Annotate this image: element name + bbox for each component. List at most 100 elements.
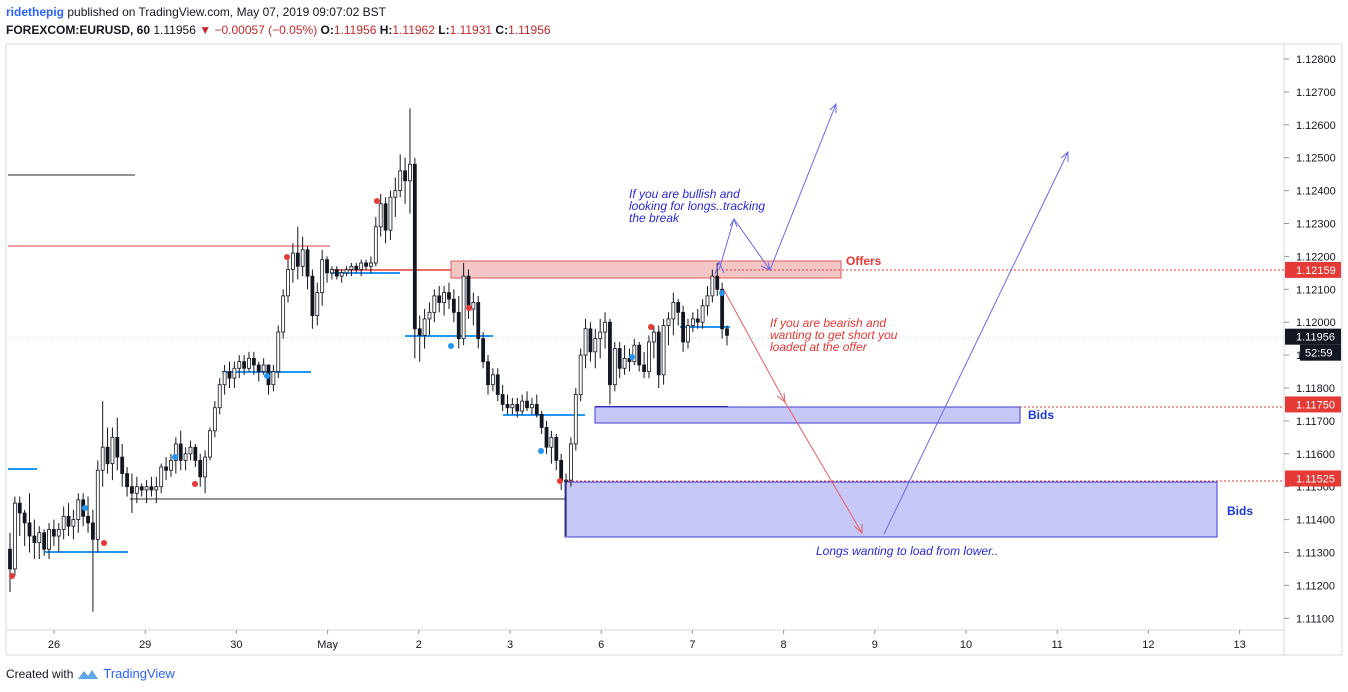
- candle: [676, 299, 681, 326]
- candle-body: [642, 364, 646, 372]
- candle: [320, 249, 325, 306]
- candle: [500, 384, 505, 412]
- candle-body: [456, 311, 461, 340]
- candle: [573, 388, 578, 451]
- price-tick-label: 1.12800: [1296, 54, 1336, 66]
- candle: [47, 522, 51, 560]
- publish-info: ridethepig published on TradingView.com,…: [6, 5, 386, 19]
- candle-body: [437, 295, 442, 303]
- candle-body: [705, 295, 710, 307]
- candle: [490, 368, 495, 392]
- candle-body: [198, 459, 203, 478]
- candle-body: [690, 318, 695, 326]
- symbol-name[interactable]: FOREXCOM:EURUSD, 60: [6, 23, 151, 37]
- signal-dot: [557, 478, 563, 484]
- candle-body: [227, 371, 232, 379]
- candle-body: [183, 453, 188, 461]
- candle: [671, 292, 676, 336]
- candle: [466, 269, 471, 319]
- price-marker-label: 1.11750: [1296, 399, 1335, 411]
- candle-body: [315, 292, 320, 317]
- price-marker-box: [1285, 261, 1341, 278]
- candle: [661, 318, 666, 385]
- candle: [725, 325, 729, 346]
- time-tick-label: 13: [1233, 639, 1245, 651]
- candle-body: [354, 265, 359, 270]
- candle-body: [466, 275, 471, 310]
- author-name[interactable]: ridethepig: [6, 5, 65, 19]
- candle: [315, 282, 320, 326]
- candle: [627, 348, 632, 372]
- candle-body: [8, 548, 12, 570]
- candle: [208, 427, 212, 461]
- tradingview-brand[interactable]: TradingView: [103, 666, 175, 681]
- candle-body: [66, 515, 71, 527]
- signal-dot: [538, 448, 544, 454]
- time-axis[interactable]: 26 29 30 May 2 3 6 7 8 9 10 11 12 13: [48, 630, 1246, 651]
- candle: [603, 312, 607, 349]
- arrow-head: [853, 524, 863, 535]
- candle-body: [281, 295, 286, 333]
- candle: [66, 503, 71, 537]
- candle: [515, 397, 520, 418]
- candle-body: [364, 262, 368, 267]
- bull-path-arrow: [718, 103, 837, 272]
- low-label: L:: [438, 23, 450, 37]
- candle-body: [583, 328, 588, 356]
- candle: [256, 361, 261, 382]
- arrow-head: [776, 392, 786, 404]
- candle-body: [612, 348, 617, 386]
- candle-body: [520, 400, 525, 412]
- candle: [178, 430, 183, 471]
- candle-body: [573, 394, 578, 445]
- candle-body: [393, 190, 398, 198]
- signal-dot: [192, 481, 198, 487]
- bids-zone-label-lower: Bids: [1227, 504, 1253, 518]
- candle-body: [86, 515, 90, 524]
- close-value: 1.11956: [508, 23, 551, 37]
- bids-zone-label-upper: Bids: [1028, 408, 1054, 422]
- price-markers: 1.12159 1.11956 1.11750 1.11525 52:59: [1285, 261, 1341, 487]
- signal-dot: [466, 305, 472, 311]
- candle: [32, 519, 37, 560]
- candle: [159, 463, 164, 494]
- candle-body: [720, 288, 725, 330]
- candle-body: [422, 318, 427, 336]
- price-tick-label: 1.11300: [1296, 548, 1335, 560]
- candle-body: [476, 302, 481, 340]
- open-value: 1.11956: [333, 23, 377, 37]
- candle-body: [61, 515, 66, 530]
- candle: [339, 269, 344, 283]
- candle: [373, 216, 378, 267]
- candle-body: [700, 305, 705, 323]
- candle-body: [495, 374, 500, 395]
- candle: [388, 190, 393, 240]
- candle-body: [300, 249, 305, 267]
- candle-body: [588, 328, 593, 353]
- candle-body: [310, 275, 315, 317]
- candle-body: [154, 486, 159, 491]
- candle: [369, 256, 373, 273]
- candle: [344, 266, 349, 277]
- candle-body: [471, 302, 476, 310]
- candle: [354, 262, 359, 273]
- candle-body: [149, 486, 154, 491]
- candle: [183, 447, 188, 471]
- candle-body: [193, 446, 198, 461]
- candle: [539, 411, 544, 435]
- price-tick-label: 1.12300: [1296, 219, 1336, 231]
- candle-body: [500, 394, 505, 405]
- candle-body: [115, 436, 120, 458]
- candle-body: [105, 446, 110, 465]
- candle-body: [534, 404, 539, 415]
- candle-body: [334, 269, 339, 277]
- time-tick-label: 3: [507, 639, 513, 651]
- candle-body: [398, 170, 403, 192]
- candle: [105, 427, 110, 474]
- candle: [330, 266, 334, 280]
- candle-body: [159, 466, 164, 488]
- candle: [198, 453, 203, 487]
- candle: [271, 364, 276, 392]
- candle: [476, 295, 481, 349]
